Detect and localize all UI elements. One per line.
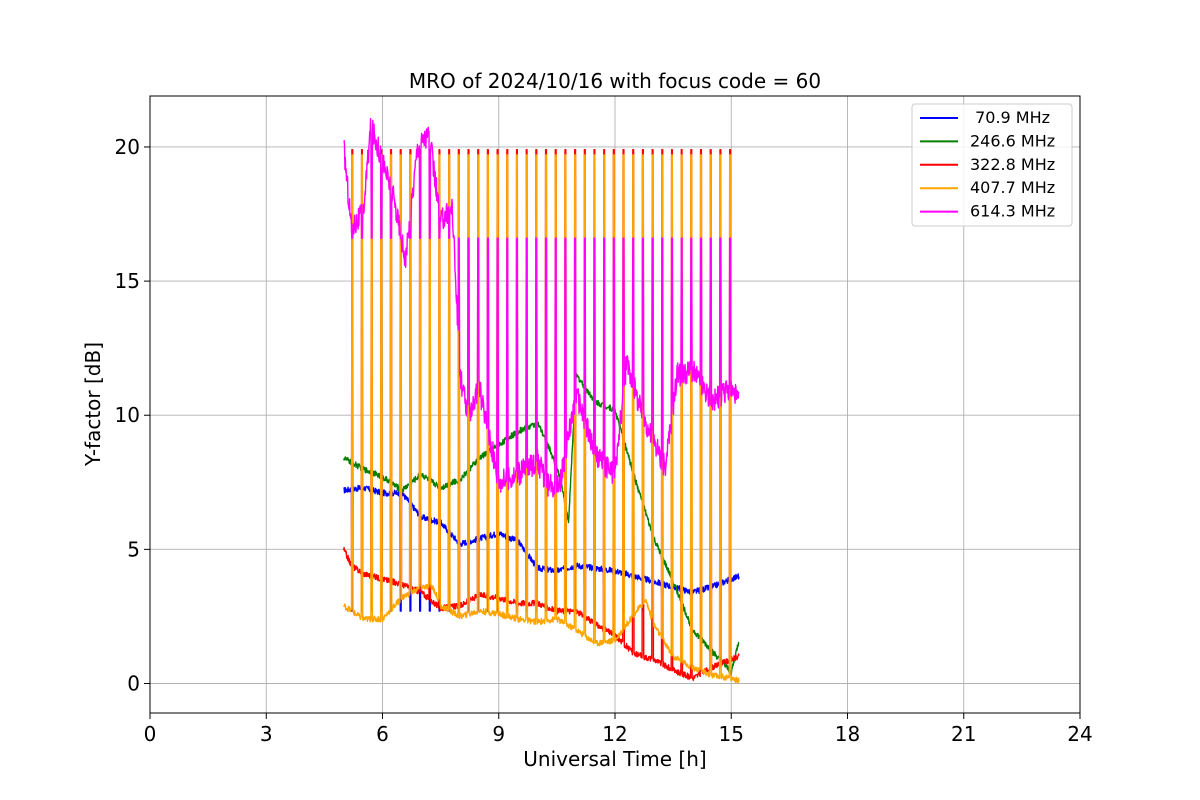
x-tick-label: 12: [602, 722, 627, 746]
y-tick-label: 5: [127, 537, 140, 561]
x-tick-label: 3: [260, 722, 273, 746]
x-tick-label: 15: [719, 722, 744, 746]
legend: 70.9 MHz 246.6 MHz 322.8 MHz 407.7 MHz 614.3…: [911, 103, 1073, 227]
y-tick-label: 0: [127, 671, 140, 695]
y-axis-label: Y-factor [dB]: [81, 342, 105, 467]
series-line-1: [343, 372, 740, 676]
legend-entry: 322.8 MHz: [970, 155, 1055, 174]
legend-box: [911, 103, 1073, 227]
chart-title: MRO of 2024/10/16 with focus code = 60: [409, 69, 821, 93]
legend-entry: 614.3 MHz: [970, 202, 1055, 221]
x-tick-label: 6: [376, 722, 389, 746]
ticks: 0 3 6 9 12 15 18 21 24 0 5 10 15 20: [115, 135, 1093, 746]
y-tick-label: 15: [115, 269, 140, 293]
x-tick-label: 18: [835, 722, 860, 746]
x-tick-label: 9: [492, 722, 505, 746]
series-line-3: [343, 154, 740, 684]
x-tick-label: 0: [144, 722, 157, 746]
y-tick-label: 10: [115, 403, 140, 427]
x-tick-label: 24: [1067, 722, 1092, 746]
series-line-0: [343, 484, 740, 612]
x-axis-label: Universal Time [h]: [523, 747, 706, 771]
x-tick-label: 21: [951, 722, 976, 746]
series-line-4: [343, 117, 740, 498]
legend-entry: 246.6 MHz: [970, 131, 1055, 150]
legend-entry: 407.7 MHz: [970, 178, 1055, 197]
series-layer: [343, 117, 740, 684]
y-tick-label: 20: [115, 135, 140, 159]
legend-entry: 70.9 MHz: [970, 108, 1050, 127]
